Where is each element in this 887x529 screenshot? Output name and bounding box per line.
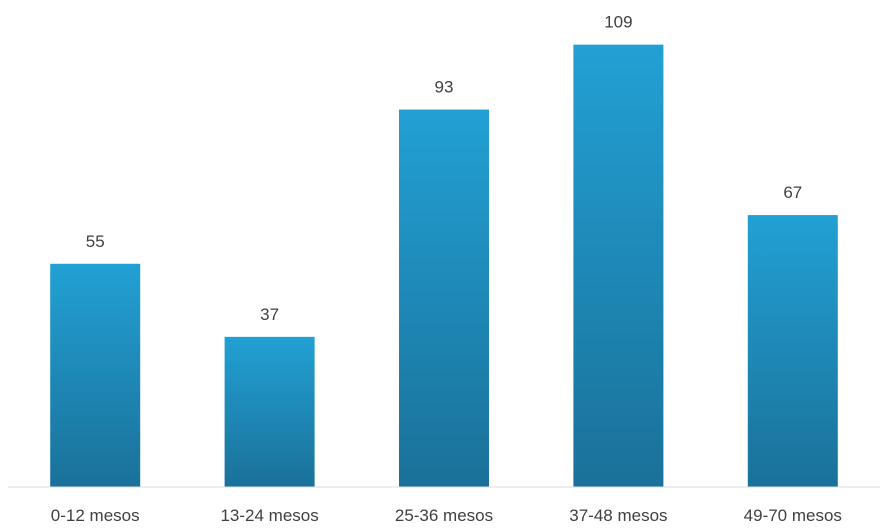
data-label-1: 55 xyxy=(86,232,105,251)
data-label-2: 37 xyxy=(260,305,279,324)
bar-1 xyxy=(50,263,141,487)
bar-5 xyxy=(747,215,838,487)
category-label-5: 49-70 mesos xyxy=(744,506,842,525)
category-labels-layer: 0-12 mesos 13-24 mesos 25-36 mesos 37-48 me… xyxy=(51,506,842,525)
bars-layer xyxy=(50,44,838,488)
bar-2 xyxy=(224,336,315,487)
bar-3 xyxy=(399,109,489,487)
category-label-2: 13-24 mesos xyxy=(220,506,318,525)
data-labels-layer: 55 37 93 109 67 xyxy=(86,13,803,324)
category-label-4: 37-48 mesos xyxy=(569,506,667,525)
category-label-3: 25-36 mesos xyxy=(395,506,493,525)
category-label-1: 0-12 mesos xyxy=(51,506,140,525)
data-label-5: 67 xyxy=(783,183,802,202)
data-label-4: 109 xyxy=(604,13,632,32)
data-label-3: 93 xyxy=(435,78,454,97)
bar-4 xyxy=(573,44,664,488)
